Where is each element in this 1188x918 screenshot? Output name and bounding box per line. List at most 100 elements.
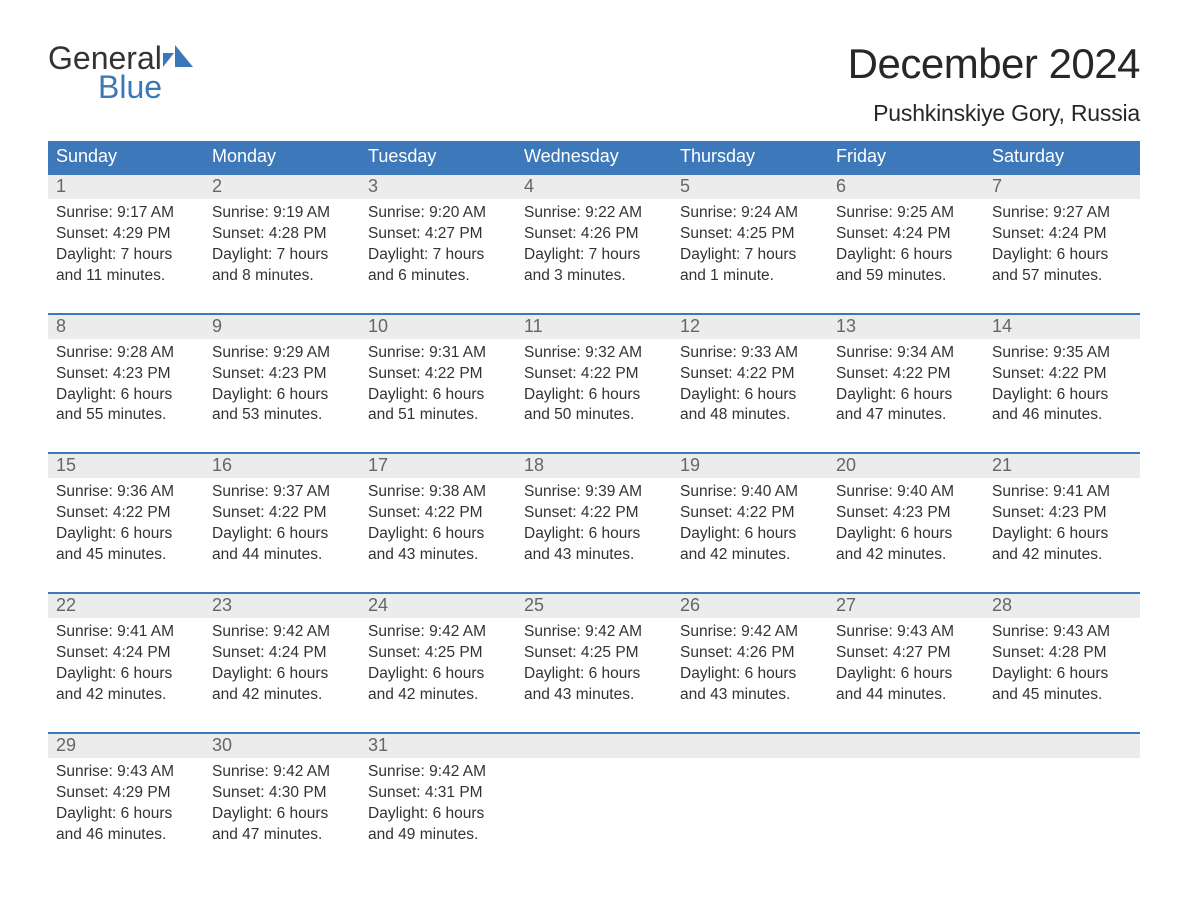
sunset-text: Sunset: 4:29 PM	[56, 783, 196, 804]
day-cell: Sunrise: 9:27 AMSunset: 4:24 PMDaylight:…	[984, 199, 1140, 314]
daylight-line1: Daylight: 6 hours	[836, 245, 976, 266]
sunrise-text: Sunrise: 9:40 AM	[836, 482, 976, 503]
sunrise-text: Sunrise: 9:41 AM	[992, 482, 1132, 503]
daylight-line2: and 43 minutes.	[524, 685, 664, 706]
daylight-line2: and 3 minutes.	[524, 266, 664, 287]
daylight-line2: and 6 minutes.	[368, 266, 508, 287]
day-number: 26	[672, 593, 828, 618]
sunset-text: Sunset: 4:27 PM	[836, 643, 976, 664]
col-wednesday: Wednesday	[516, 141, 672, 174]
daylight-line1: Daylight: 6 hours	[524, 664, 664, 685]
daylight-line2: and 49 minutes.	[368, 825, 508, 846]
day-cell: Sunrise: 9:24 AMSunset: 4:25 PMDaylight:…	[672, 199, 828, 314]
sunrise-text: Sunrise: 9:33 AM	[680, 343, 820, 364]
daylight-line2: and 43 minutes.	[524, 545, 664, 566]
week-content-row: Sunrise: 9:43 AMSunset: 4:29 PMDaylight:…	[48, 758, 1140, 856]
sunrise-text: Sunrise: 9:31 AM	[368, 343, 508, 364]
sunrise-text: Sunrise: 9:36 AM	[56, 482, 196, 503]
logo-mark-icon	[163, 45, 193, 72]
day-cell: Sunrise: 9:25 AMSunset: 4:24 PMDaylight:…	[828, 199, 984, 314]
sunset-text: Sunset: 4:22 PM	[368, 503, 508, 524]
week-daynum-row: 22232425262728	[48, 593, 1140, 618]
daylight-line1: Daylight: 6 hours	[212, 664, 352, 685]
sunset-text: Sunset: 4:28 PM	[992, 643, 1132, 664]
sunrise-text: Sunrise: 9:37 AM	[212, 482, 352, 503]
day-cell: Sunrise: 9:43 AMSunset: 4:29 PMDaylight:…	[48, 758, 204, 856]
daylight-line2: and 51 minutes.	[368, 405, 508, 426]
daylight-line1: Daylight: 6 hours	[524, 385, 664, 406]
day-number: 19	[672, 453, 828, 478]
day-number: 23	[204, 593, 360, 618]
daylight-line2: and 55 minutes.	[56, 405, 196, 426]
day-number: 17	[360, 453, 516, 478]
daylight-line1: Daylight: 6 hours	[56, 524, 196, 545]
day-number: 1	[48, 174, 204, 199]
sunrise-text: Sunrise: 9:41 AM	[56, 622, 196, 643]
sunrise-text: Sunrise: 9:19 AM	[212, 203, 352, 224]
sunrise-text: Sunrise: 9:43 AM	[56, 762, 196, 783]
logo-word-blue: Blue	[98, 69, 193, 106]
day-cell: Sunrise: 9:42 AMSunset: 4:30 PMDaylight:…	[204, 758, 360, 856]
daylight-line2: and 47 minutes.	[212, 825, 352, 846]
day-number	[828, 733, 984, 758]
sunset-text: Sunset: 4:23 PM	[56, 364, 196, 385]
daylight-line1: Daylight: 6 hours	[992, 245, 1132, 266]
daylight-line2: and 45 minutes.	[992, 685, 1132, 706]
day-cell: Sunrise: 9:42 AMSunset: 4:24 PMDaylight:…	[204, 618, 360, 733]
daylight-line1: Daylight: 6 hours	[368, 804, 508, 825]
sunrise-text: Sunrise: 9:29 AM	[212, 343, 352, 364]
daylight-line1: Daylight: 6 hours	[680, 385, 820, 406]
day-number: 10	[360, 314, 516, 339]
daylight-line2: and 42 minutes.	[212, 685, 352, 706]
month-title: December 2024	[848, 40, 1140, 88]
day-cell: Sunrise: 9:29 AMSunset: 4:23 PMDaylight:…	[204, 339, 360, 454]
daylight-line2: and 1 minute.	[680, 266, 820, 287]
day-cell: Sunrise: 9:41 AMSunset: 4:24 PMDaylight:…	[48, 618, 204, 733]
day-number	[984, 733, 1140, 758]
daylight-line2: and 59 minutes.	[836, 266, 976, 287]
sunrise-text: Sunrise: 9:42 AM	[212, 762, 352, 783]
sunset-text: Sunset: 4:25 PM	[680, 224, 820, 245]
sunrise-text: Sunrise: 9:40 AM	[680, 482, 820, 503]
day-cell: Sunrise: 9:38 AMSunset: 4:22 PMDaylight:…	[360, 478, 516, 593]
daylight-line2: and 43 minutes.	[680, 685, 820, 706]
day-cell: Sunrise: 9:42 AMSunset: 4:25 PMDaylight:…	[360, 618, 516, 733]
sunset-text: Sunset: 4:23 PM	[836, 503, 976, 524]
sunset-text: Sunset: 4:22 PM	[524, 364, 664, 385]
daylight-line1: Daylight: 6 hours	[56, 804, 196, 825]
daylight-line1: Daylight: 6 hours	[56, 664, 196, 685]
daylight-line2: and 46 minutes.	[992, 405, 1132, 426]
sunrise-text: Sunrise: 9:17 AM	[56, 203, 196, 224]
sunrise-text: Sunrise: 9:20 AM	[368, 203, 508, 224]
day-cell: Sunrise: 9:42 AMSunset: 4:25 PMDaylight:…	[516, 618, 672, 733]
daylight-line2: and 53 minutes.	[212, 405, 352, 426]
day-number: 31	[360, 733, 516, 758]
day-cell: Sunrise: 9:40 AMSunset: 4:22 PMDaylight:…	[672, 478, 828, 593]
daylight-line1: Daylight: 6 hours	[368, 385, 508, 406]
day-number: 27	[828, 593, 984, 618]
day-number: 3	[360, 174, 516, 199]
sunset-text: Sunset: 4:27 PM	[368, 224, 508, 245]
day-number: 12	[672, 314, 828, 339]
day-number: 7	[984, 174, 1140, 199]
day-cell: Sunrise: 9:41 AMSunset: 4:23 PMDaylight:…	[984, 478, 1140, 593]
sunrise-text: Sunrise: 9:38 AM	[368, 482, 508, 503]
day-cell: Sunrise: 9:36 AMSunset: 4:22 PMDaylight:…	[48, 478, 204, 593]
day-cell: Sunrise: 9:42 AMSunset: 4:31 PMDaylight:…	[360, 758, 516, 856]
week-daynum-row: 15161718192021	[48, 453, 1140, 478]
calendar-table: Sunday Monday Tuesday Wednesday Thursday…	[48, 141, 1140, 855]
day-number: 24	[360, 593, 516, 618]
day-number: 25	[516, 593, 672, 618]
daylight-line1: Daylight: 6 hours	[56, 385, 196, 406]
day-number: 28	[984, 593, 1140, 618]
day-cell: Sunrise: 9:39 AMSunset: 4:22 PMDaylight:…	[516, 478, 672, 593]
sunset-text: Sunset: 4:31 PM	[368, 783, 508, 804]
day-cell: Sunrise: 9:42 AMSunset: 4:26 PMDaylight:…	[672, 618, 828, 733]
sunrise-text: Sunrise: 9:22 AM	[524, 203, 664, 224]
day-cell: Sunrise: 9:22 AMSunset: 4:26 PMDaylight:…	[516, 199, 672, 314]
day-cell	[828, 758, 984, 856]
day-cell: Sunrise: 9:35 AMSunset: 4:22 PMDaylight:…	[984, 339, 1140, 454]
daylight-line1: Daylight: 7 hours	[212, 245, 352, 266]
day-cell: Sunrise: 9:31 AMSunset: 4:22 PMDaylight:…	[360, 339, 516, 454]
col-saturday: Saturday	[984, 141, 1140, 174]
